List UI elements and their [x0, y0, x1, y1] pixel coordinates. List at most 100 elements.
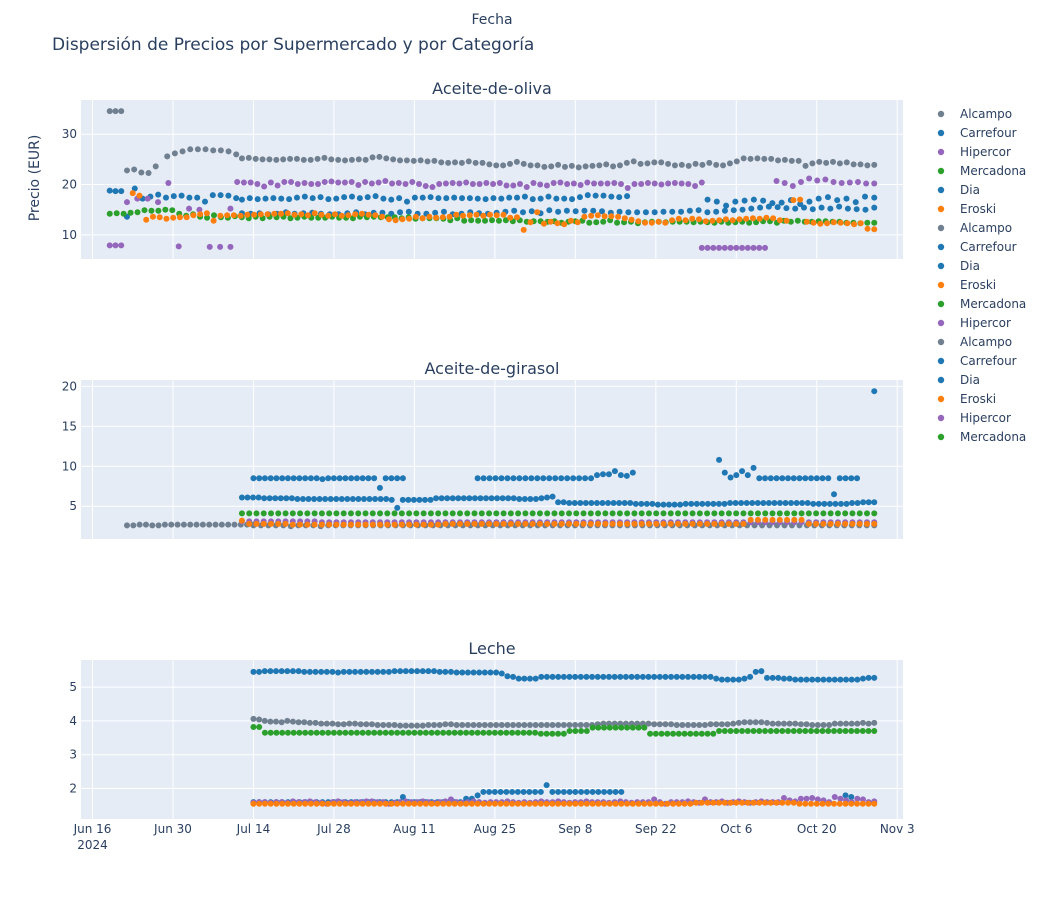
legend-item[interactable]: Hipercor [937, 411, 1011, 425]
data-point [769, 674, 776, 681]
legend-item[interactable]: Mercadona [937, 430, 1026, 444]
legend-item[interactable]: Mercadona [937, 164, 1026, 178]
data-point [668, 673, 675, 680]
data-point [797, 201, 804, 208]
legend-item[interactable]: Alcampo [937, 335, 1012, 349]
plot-area [81, 100, 903, 259]
legend-item[interactable]: Dia [937, 259, 980, 273]
data-point [482, 217, 489, 224]
legend[interactable]: Alcampo Carrefour Hipercor Mercadona Dia Eros… [937, 107, 1026, 444]
data-point [428, 729, 435, 736]
data-point [477, 495, 484, 502]
data-point [494, 495, 501, 502]
data-point [572, 673, 579, 680]
data-point [410, 496, 417, 503]
data-point [335, 721, 342, 728]
data-point [611, 673, 618, 680]
data-point [196, 206, 203, 213]
data-point [836, 475, 843, 482]
legend-item[interactable]: Mercadona [937, 297, 1026, 311]
data-point [252, 155, 259, 162]
data-point [813, 520, 820, 527]
legend-item[interactable]: Alcampo [937, 107, 1012, 121]
legend-item[interactable]: Carrefour [937, 354, 1017, 368]
data-point [704, 209, 711, 216]
data-point [317, 194, 324, 201]
data-point [340, 668, 347, 675]
data-point [854, 500, 861, 507]
legend-item[interactable]: Hipercor [937, 145, 1011, 159]
data-point [651, 159, 658, 166]
data-point [827, 205, 834, 212]
data-point [645, 673, 652, 680]
data-point [762, 510, 769, 517]
data-point [106, 242, 113, 249]
data-point [832, 500, 839, 507]
data-point [438, 159, 445, 166]
data-point [307, 729, 314, 736]
data-point [250, 494, 257, 501]
data-point [865, 674, 872, 681]
data-point [733, 728, 740, 735]
data-point [756, 215, 763, 222]
data-point [704, 510, 711, 517]
data-point [293, 155, 300, 162]
data-point [296, 729, 303, 736]
legend-item[interactable]: Eroski [937, 392, 996, 406]
data-point [859, 796, 866, 803]
data-point [136, 521, 143, 528]
legend-label: Alcampo [960, 335, 1012, 349]
legend-item[interactable]: Hipercor [937, 316, 1011, 330]
legend-item[interactable]: Carrefour [937, 126, 1017, 140]
legend-item[interactable]: Carrefour [937, 240, 1017, 254]
data-point [791, 516, 798, 523]
data-point [588, 212, 595, 219]
data-point [738, 500, 745, 507]
data-point [502, 217, 509, 224]
data-point [457, 729, 464, 736]
data-point [289, 510, 296, 517]
data-point [675, 800, 682, 807]
data-point [572, 728, 579, 735]
data-point [768, 155, 775, 162]
legend-item[interactable]: Dia [937, 373, 980, 387]
data-point [521, 721, 528, 728]
data-point [521, 496, 528, 503]
legend-item[interactable]: Eroski [937, 202, 996, 216]
data-point [678, 208, 685, 215]
data-point [698, 730, 705, 737]
data-point [362, 510, 369, 517]
data-point [204, 214, 211, 221]
legend-item[interactable]: Dia [937, 183, 980, 197]
data-point [262, 195, 269, 202]
subplot-2: 2 3 4 5 Leche Jun 16 2024 Jun 30 Jul 14 Jul 28 Aug… [69, 639, 914, 852]
data-point [509, 800, 516, 807]
data-point [420, 510, 427, 517]
data-point [796, 800, 803, 807]
data-point [782, 500, 789, 507]
data-point [301, 719, 308, 726]
data-point [687, 800, 694, 807]
x-tick-label: Jun 16 [73, 822, 112, 836]
data-point [112, 108, 119, 115]
data-point [526, 800, 533, 807]
data-point [718, 520, 725, 527]
data-point [340, 510, 347, 517]
data-point [296, 475, 303, 482]
data-point [436, 181, 443, 188]
data-point [730, 676, 737, 683]
data-point [760, 500, 767, 507]
data-point [168, 521, 175, 528]
data-point [120, 210, 127, 217]
data-point [584, 192, 591, 199]
data-point [267, 718, 274, 725]
legend-item[interactable]: Eroski [937, 278, 996, 292]
data-points [106, 108, 878, 251]
data-point [388, 800, 395, 807]
data-point [801, 204, 807, 211]
legend-item[interactable]: Alcampo [937, 221, 1012, 235]
data-point [573, 520, 580, 527]
data-point [311, 521, 318, 528]
data-point [669, 217, 676, 224]
data-point [779, 728, 786, 735]
